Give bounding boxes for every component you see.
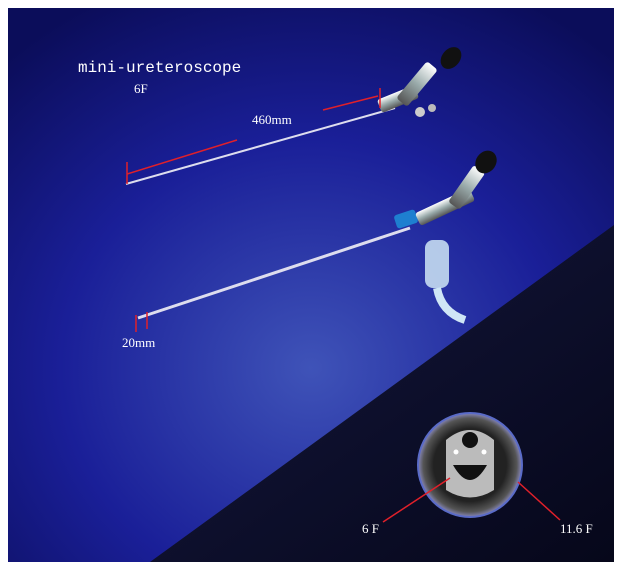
inner-label: 6 F — [362, 521, 379, 536]
title: mini-ureteroscope — [78, 59, 241, 77]
outer-label: 11.6 F — [560, 521, 593, 536]
subtitle: 6F — [134, 81, 148, 96]
length-label: 460mm — [252, 112, 292, 127]
product-illustration: mini-ureteroscope 6F 460mm 20mm 6 F 11.6… — [0, 0, 622, 570]
tip-label: 20mm — [122, 335, 155, 350]
